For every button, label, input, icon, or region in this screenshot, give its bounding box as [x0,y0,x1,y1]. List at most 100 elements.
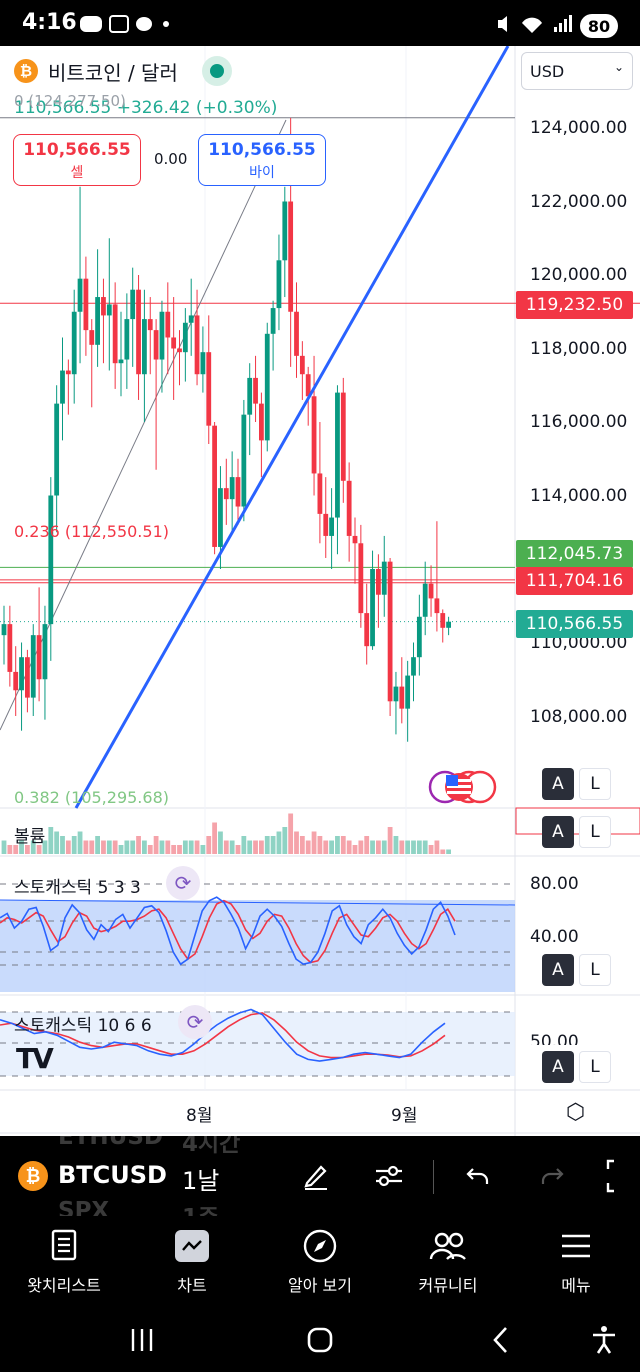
candle-body [264,333,270,441]
refresh-icon[interactable]: ⟳ [166,866,200,900]
recent-apps-icon[interactable] [126,1322,158,1358]
stoch2-auto-scale-button[interactable]: A [542,1051,574,1083]
volume-bar [264,836,270,854]
home-icon[interactable] [302,1322,338,1358]
price-tag-high[interactable]: 119,232.50 [516,291,633,319]
auto-scale-button[interactable]: A [542,768,574,800]
candle-body [381,561,387,595]
nav-menu[interactable]: 메뉴 [512,1226,640,1296]
stoch2-axis-50: 50.00 [530,1032,579,1045]
volume-bar [71,836,77,854]
nav-community[interactable]: 커뮤니티 [384,1226,512,1296]
candle-body [1,624,7,636]
candle-body [370,569,375,647]
candle-body [416,616,422,658]
volume-bar [288,813,294,854]
price-change: +326.42 (+0.30%) [116,98,278,118]
time-axis-september: 9월 [391,1106,418,1126]
redo-icon[interactable] [532,1156,572,1196]
stoch1-d-line [0,899,456,964]
volume-pane-label[interactable]: 볼륨 [14,827,46,847]
candle-body [118,359,124,364]
volume-bar [259,840,264,854]
trend-line [74,46,510,809]
volume-bar [247,840,253,854]
stoch1-auto-scale-button[interactable]: A [542,954,574,986]
volume-auto-scale-button[interactable]: A [542,816,574,848]
volume-bar [177,845,182,854]
menu-icon [562,1234,590,1258]
price-axis-tick: 110,000.00 [530,633,628,653]
stoch1-pane-label[interactable]: 스토캐스틱 5 3 3 [14,878,141,898]
tradingview-logo[interactable]: TV [16,1042,54,1075]
currency-select[interactable]: USD ⌄ [521,52,633,90]
fullscreen-icon[interactable] [604,1156,640,1196]
drawing-pen-icon[interactable] [296,1156,336,1196]
candle-body [212,425,217,547]
economic-event-icon[interactable] [428,770,498,804]
undo-icon[interactable] [458,1156,498,1196]
indicator-settings-icon[interactable] [369,1156,409,1196]
candle-body [182,322,188,353]
sell-label: 셀 [70,165,84,181]
volume-bar [13,845,19,854]
refresh-icon[interactable]: ⟳ [178,1005,212,1039]
sell-button[interactable]: 110,566.55 셀 [13,134,141,186]
candle-body [376,569,381,595]
volume-bar [305,840,311,854]
volume-bar [381,840,387,854]
status-time: 4:16 [22,10,77,35]
interval-picker[interactable]: 1날 [182,1167,220,1195]
volume-bar [294,831,299,854]
candle-body [165,311,171,338]
volume-bar [60,836,65,854]
candle-body [159,311,165,360]
candle-body [259,403,264,441]
accessibility-icon[interactable] [590,1322,618,1358]
stoch2-pane-label[interactable]: 스토캐스틱 10 6 6 [14,1016,152,1036]
nav-chart[interactable]: 차트 [128,1226,256,1296]
chart-area[interactable] [0,46,640,1136]
candle-body [335,392,340,518]
symbol-header[interactable]: ₿ 비트코인 / 달러 [14,56,232,86]
symbol-picker[interactable]: BTCUSD [58,1161,167,1189]
nav-explore[interactable]: 알아 보기 [256,1226,384,1296]
volume-bar [346,840,352,854]
chart-settings-icon[interactable]: ⬡ [566,1100,586,1125]
fib-level-0-label: 0 (124,277.50) [14,92,126,110]
log-scale-button[interactable]: L [579,768,611,800]
volume-bar [387,827,393,854]
chevron-down-icon: ⌄ [613,60,624,74]
candle-body [340,392,346,481]
stoch2-log-scale-button[interactable]: L [579,1051,611,1083]
volume-bar [124,840,130,854]
price-tag-green[interactable]: 112,045.73 [516,540,633,568]
volume-log-scale-button[interactable]: L [579,816,611,848]
stoch1-log-scale-button[interactable]: L [579,954,611,986]
buy-button[interactable]: 110,566.55 바이 [198,134,326,186]
price-chart-canvas[interactable] [0,46,640,1136]
candle-body [323,513,329,536]
symbol-title[interactable]: 비트코인 / 달러 [48,60,178,85]
candle-body [288,201,294,312]
back-icon[interactable] [486,1322,514,1358]
price-tag-red[interactable]: 111,704.16 [516,567,633,595]
stoch2-k-line [0,1008,446,1062]
candle-body [405,675,411,709]
volume-bar [352,845,358,854]
nav-chart-label: 차트 [177,1276,207,1295]
price-axis-tick: 124,000.00 [530,118,628,138]
volume-bar [235,845,241,854]
battery-indicator: 80 [580,14,618,38]
volume-bar [36,845,42,854]
candle-body [311,396,317,474]
volume-bar [358,840,364,854]
candle-body [229,477,235,500]
candle-body [294,311,299,356]
nav-watchlist[interactable]: 왓치리스트 [0,1226,128,1296]
stoch1-k-line [0,896,456,966]
candle-body [346,480,352,536]
candle-body [83,278,89,331]
price-summary: 0 (124,277.50) 110,566.55 +326.42 (+0.30… [14,92,278,118]
candle-body [446,621,451,628]
